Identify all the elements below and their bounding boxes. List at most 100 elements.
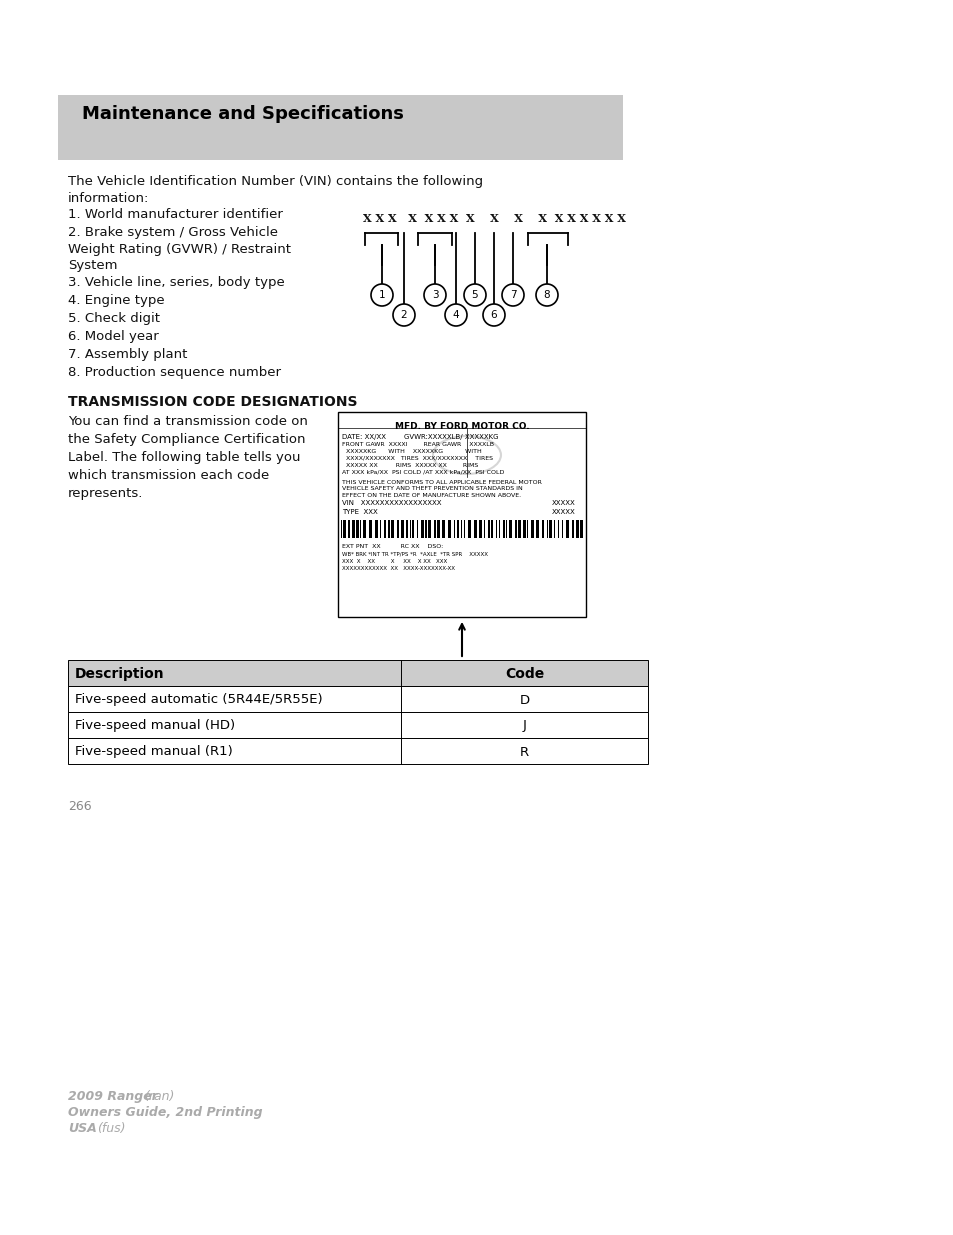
Bar [558,520,561,538]
Bar [390,520,391,538]
Circle shape [536,284,558,306]
Bar [340,520,582,538]
Bar [68,739,647,764]
Bar [417,520,420,538]
Text: THIS VEHICLE CONFORMS TO ALL APPLICABLE FEDERAL MOTOR
VEHICLE SAFETY AND THEFT P: THIS VEHICLE CONFORMS TO ALL APPLICABLE … [341,480,541,498]
Text: XXXXXKG      WITH    XXXXXKG           WITH: XXXXXKG WITH XXXXXKG WITH [341,450,481,454]
Bar [439,520,441,538]
Bar [360,520,363,538]
Bar [358,520,359,538]
Text: AT XXX kPa/XX  PSI COLD /AT XXX kPa/XX  PSI COLD: AT XXX kPa/XX PSI COLD /AT XXX kPa/XX PS… [341,471,504,475]
Bar [366,520,369,538]
Text: Owners Guide, 2nd Printing: Owners Guide, 2nd Printing [68,1107,262,1119]
Circle shape [371,284,393,306]
Text: 2. Brake system / Gross Vehicle
Weight Rating (GVWR) / Restraint
System: 2. Brake system / Gross Vehicle Weight R… [68,226,291,272]
Bar [506,520,509,538]
Text: Code: Code [504,667,544,680]
Text: XXXXXXXXXXXX  XX   XXXX-XXXXXXX-XX: XXXXXXXXXXXX XX XXXX-XXXXXXX-XX [341,566,455,571]
Bar [497,520,498,538]
Text: DATE: XX/XX        GVWR:XXXXXLB/ XXXXXKG: DATE: XX/XX GVWR:XXXXXLB/ XXXXXKG [341,433,498,440]
Circle shape [501,284,523,306]
Bar [380,520,384,538]
Text: 2: 2 [400,310,407,320]
Text: XXX  X    XX         X     XX    X XX   XXX: XXX X XX X XX X XX XXX [341,559,447,564]
Bar [547,520,548,538]
Bar [414,520,416,538]
Text: The Vehicle Identification Number (VIN) contains the following
information:: The Vehicle Identification Number (VIN) … [68,175,482,205]
Text: XXXXX: XXXXX [552,509,576,515]
Bar [423,520,424,538]
Text: 5: 5 [471,290,477,300]
Text: XXXXX XX         RIMS  XXXXX XX        RIMS: XXXXX XX RIMS XXXXX XX RIMS [341,463,477,468]
Bar [444,520,448,538]
Bar [471,520,474,538]
Text: 1: 1 [378,290,385,300]
Text: MFD. BY FORD MOTOR CO.: MFD. BY FORD MOTOR CO. [395,422,529,431]
Bar [481,520,483,538]
Bar [408,520,410,538]
Bar [341,520,343,538]
Circle shape [423,284,446,306]
Text: 3: 3 [432,290,437,300]
Text: Description: Description [75,667,165,680]
Bar [490,520,491,538]
Bar [525,520,526,538]
Bar [451,520,454,538]
Text: 6. Model year: 6. Model year [68,330,158,343]
Circle shape [444,304,467,326]
Text: 8: 8 [543,290,550,300]
Text: TRANSMISSION CODE DESIGNATIONS: TRANSMISSION CODE DESIGNATIONS [68,395,357,409]
Bar [350,520,352,538]
Bar [555,520,558,538]
Text: R: R [519,746,529,758]
Text: J: J [522,720,526,732]
Bar [431,520,434,538]
Text: 2009 Ranger: 2009 Ranger [68,1091,157,1103]
Text: USA: USA [68,1123,96,1135]
Bar [543,520,546,538]
Bar [574,520,576,538]
Bar [461,520,463,538]
Text: 4. Engine type: 4. Engine type [68,294,165,308]
Circle shape [482,304,504,326]
Bar [512,520,515,538]
Bar [520,520,522,538]
Bar [372,520,375,538]
Text: You can find a transmission code on
the Safety Compliance Certification
Label. T: You can find a transmission code on the … [68,415,308,500]
Text: 5. Check digit: 5. Check digit [68,312,160,325]
Bar [411,520,412,538]
Text: 7. Assembly plant: 7. Assembly plant [68,348,187,361]
Text: XXXXX: XXXXX [552,500,576,506]
Circle shape [463,284,485,306]
Text: (ran): (ran) [144,1091,174,1103]
Bar [427,520,428,538]
Text: Five-speed manual (R1): Five-speed manual (R1) [75,746,233,758]
Bar [398,520,400,538]
Bar [58,95,622,161]
Bar [562,520,565,538]
Bar [499,520,502,538]
Text: WB* BRK *INT TR *TP/PS *R  *AXLE  *TR SPR    XXXXX: WB* BRK *INT TR *TP/PS *R *AXLE *TR SPR … [341,552,488,557]
Text: 4: 4 [453,310,458,320]
Bar [464,520,468,538]
Text: 7: 7 [509,290,516,300]
Text: Five-speed manual (HD): Five-speed manual (HD) [75,720,234,732]
Text: 6: 6 [490,310,497,320]
Text: Maintenance and Specifications: Maintenance and Specifications [82,105,403,124]
Bar [504,520,505,538]
Text: 8. Production sequence number: 8. Production sequence number [68,366,281,379]
Bar [403,520,406,538]
Bar [484,520,488,538]
Bar [538,520,541,538]
Text: VIN   XXXXXXXXXXXXXXXXX: VIN XXXXXXXXXXXXXXXXX [341,500,441,506]
Text: 3. Vehicle line, series, body type: 3. Vehicle line, series, body type [68,275,284,289]
Bar [394,520,396,538]
Text: TYPE  XXX: TYPE XXX [341,509,377,515]
Bar [455,520,456,538]
Bar [68,659,647,685]
Text: EXT PNT  XX          RC XX    DSO:: EXT PNT XX RC XX DSO: [341,543,443,550]
Bar [527,520,531,538]
Bar [476,520,478,538]
Text: D: D [519,694,529,706]
Text: Five-speed automatic (5R44E/5R55E): Five-speed automatic (5R44E/5R55E) [75,694,322,706]
